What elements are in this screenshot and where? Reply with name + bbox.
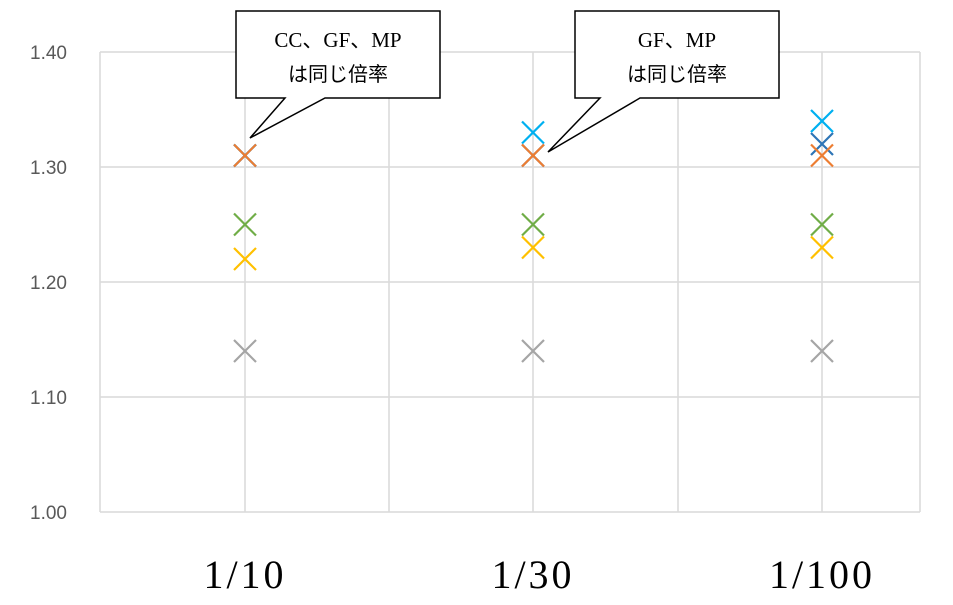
data-point [810, 132, 834, 156]
data-point [810, 212, 834, 237]
data-point [810, 143, 834, 168]
y-tick-label: 1.30 [30, 158, 67, 179]
data-point [233, 212, 257, 237]
data-point [233, 247, 257, 271]
callouts: CC、GF、MP は同じ倍率 GF、MP は同じ倍率 [235, 10, 780, 153]
data-point [521, 212, 545, 237]
data-point [810, 339, 834, 363]
y-tick-label: 1.20 [30, 273, 67, 294]
data-point [521, 120, 545, 145]
grid-layer [99, 51, 921, 513]
callout-shape [547, 10, 780, 153]
callout-shape [235, 10, 441, 139]
x-axis-ticks: 1/10 1/30 1/100 [203, 552, 875, 597]
callout-box: GF、MP は同じ倍率 [547, 10, 780, 153]
callout-box: CC、GF、MP は同じ倍率 [235, 10, 441, 139]
x-tick-label: 1/30 [491, 552, 574, 597]
data-point [810, 235, 834, 260]
callout-line-1: CC、GF、MP [274, 28, 401, 52]
data-point [521, 339, 545, 363]
callout-line-2: は同じ倍率 [627, 62, 727, 86]
x-tick-label: 1/10 [203, 552, 286, 597]
x-tick-label: 1/100 [769, 552, 875, 597]
data-point [233, 339, 257, 363]
data-point [233, 143, 257, 168]
y-tick-label: 1.00 [30, 503, 67, 524]
callout-line-1: GF、MP [638, 28, 716, 52]
y-axis-ticks: 1.00 1.10 1.20 1.30 1.40 [30, 43, 67, 524]
callout-line-2: は同じ倍率 [288, 62, 388, 86]
data-point [810, 109, 834, 133]
data-points [233, 109, 834, 363]
data-point [521, 143, 545, 168]
data-point [521, 235, 545, 260]
y-tick-label: 1.10 [30, 388, 67, 409]
y-tick-label: 1.40 [30, 43, 67, 64]
